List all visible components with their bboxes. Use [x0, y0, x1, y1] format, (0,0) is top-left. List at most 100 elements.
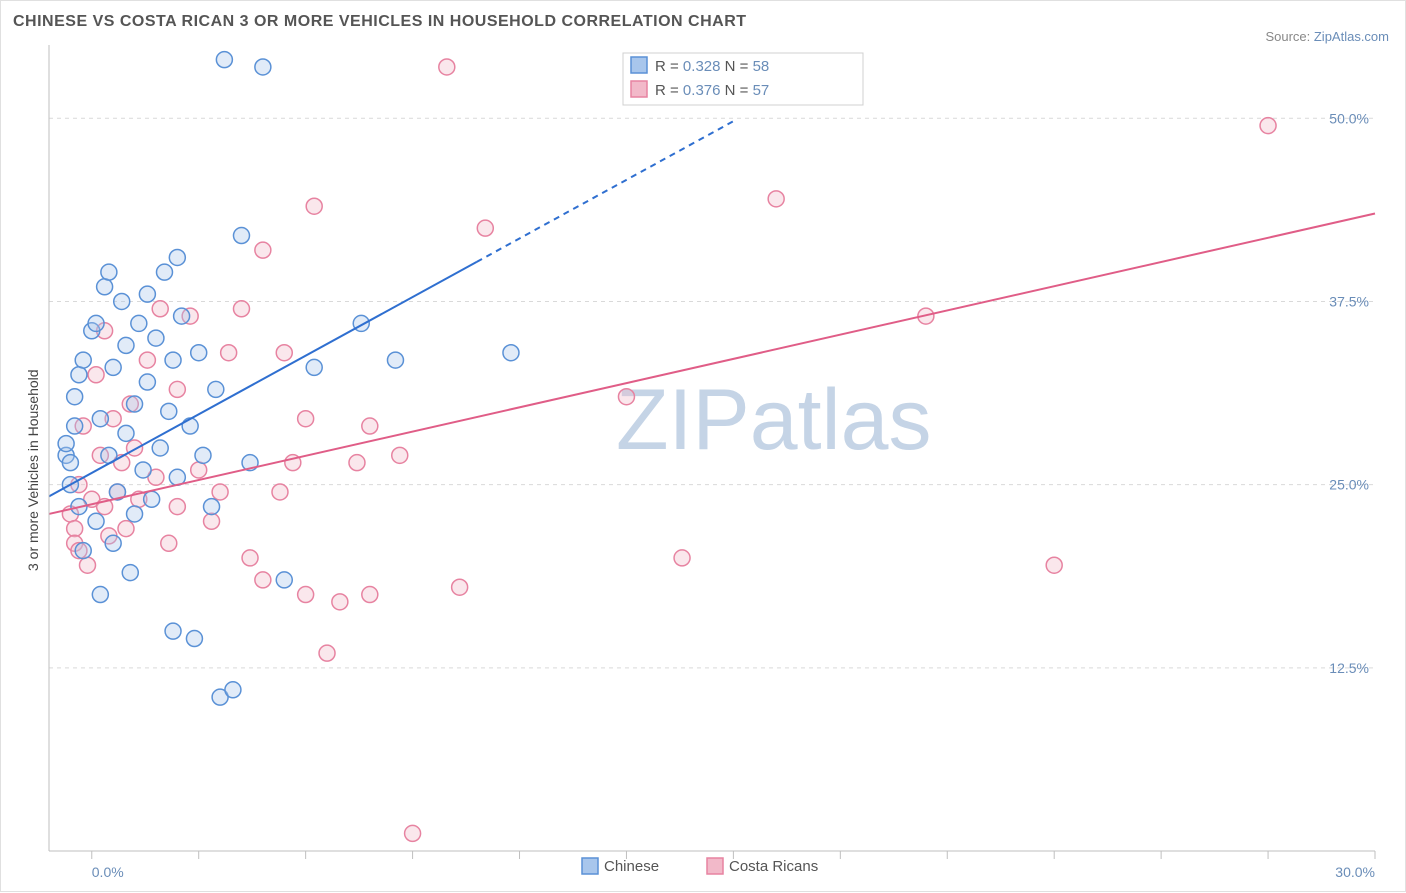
costarican-point [161, 535, 177, 551]
x-tick-label: 0.0% [92, 864, 124, 880]
costarican-point [255, 242, 271, 258]
costarican-point [255, 572, 271, 588]
costarican-point [88, 367, 104, 383]
costarican-point [272, 484, 288, 500]
chinese-point [88, 513, 104, 529]
chinese-trend-line [49, 262, 477, 496]
chinese-point [114, 293, 130, 309]
costarican-point [477, 220, 493, 236]
costarican-point [349, 455, 365, 471]
costarican-point [221, 345, 237, 361]
x-tick-label: 30.0% [1335, 864, 1375, 880]
chinese-point [255, 59, 271, 75]
chinese-point [139, 374, 155, 390]
chinese-point [387, 352, 403, 368]
costarican-point [618, 389, 634, 405]
chinese-point [156, 264, 172, 280]
legend-swatch [707, 858, 723, 874]
chinese-point [127, 396, 143, 412]
chinese-point [216, 52, 232, 68]
y-tick-label: 37.5% [1329, 293, 1369, 309]
chinese-point [118, 337, 134, 353]
costarican-trend-line [49, 214, 1375, 514]
chinese-point [88, 315, 104, 331]
chinese-point [161, 403, 177, 419]
y-tick-label: 12.5% [1329, 660, 1369, 676]
chinese-point [101, 264, 117, 280]
chinese-point [71, 367, 87, 383]
costarican-point [79, 557, 95, 573]
chinese-point [75, 352, 91, 368]
costarican-point [362, 587, 378, 603]
chart-container: CHINESE VS COSTA RICAN 3 OR MORE VEHICLE… [0, 0, 1406, 892]
chinese-point [208, 381, 224, 397]
chinese-point [62, 455, 78, 471]
costarican-point [392, 447, 408, 463]
costarican-point [212, 484, 228, 500]
chinese-point [182, 418, 198, 434]
scatter-plot: 12.5% 25.0% 37.5% 50.0% 0.0% 30.0% R = 0.328 N… [1, 1, 1406, 893]
chinese-point [165, 623, 181, 639]
chinese-point [122, 565, 138, 581]
costarican-point [191, 462, 207, 478]
costarican-point [332, 594, 348, 610]
costarican-point [169, 499, 185, 515]
costarican-point [298, 411, 314, 427]
chinese-point [58, 436, 74, 452]
chinese-point [105, 535, 121, 551]
chinese-point [105, 359, 121, 375]
chinese-point [306, 359, 322, 375]
chinese-point [233, 228, 249, 244]
chinese-point [92, 587, 108, 603]
costarican-point [242, 550, 258, 566]
costarican-point [152, 301, 168, 317]
chinese-point [118, 425, 134, 441]
costarican-point [1046, 557, 1062, 573]
chinese-point [97, 279, 113, 295]
legend-stats: R = 0.328 N = 58 R = 0.376 N = 57 [623, 53, 863, 105]
chinese-point [67, 418, 83, 434]
chinese-trend-line-dashed [477, 121, 734, 262]
chinese-point [186, 631, 202, 647]
costarican-point [1260, 118, 1276, 134]
costarican-point [67, 521, 83, 537]
chinese-point [191, 345, 207, 361]
costarican-point [204, 513, 220, 529]
costarican-point [233, 301, 249, 317]
legend-stats-row: R = 0.376 N = 57 [655, 82, 769, 99]
chinese-point [144, 491, 160, 507]
costarican-point [768, 191, 784, 207]
chinese-point [131, 315, 147, 331]
costarican-point [306, 198, 322, 214]
y-tick-label: 25.0% [1329, 477, 1369, 493]
costarican-point [139, 352, 155, 368]
chinese-point [165, 352, 181, 368]
legend-series-label: Costa Ricans [729, 858, 818, 875]
y-tick-label: 50.0% [1329, 110, 1369, 126]
costarican-point [452, 579, 468, 595]
chinese-point [276, 572, 292, 588]
legend-stats-row: R = 0.328 N = 58 [655, 58, 769, 75]
chinese-point [225, 682, 241, 698]
chinese-point [204, 499, 220, 515]
chinese-point [75, 543, 91, 559]
chinese-point [503, 345, 519, 361]
legend-swatch [582, 858, 598, 874]
costarican-point [319, 645, 335, 661]
legend-series-label: Chinese [604, 858, 659, 875]
chinese-point [169, 249, 185, 265]
chinese-point [148, 330, 164, 346]
chinese-point [152, 440, 168, 456]
costarican-point [362, 418, 378, 434]
chinese-point [127, 506, 143, 522]
chinese-point [195, 447, 211, 463]
costarican-point [405, 825, 421, 841]
costarican-point [276, 345, 292, 361]
costarican-point [118, 521, 134, 537]
costarican-point [169, 381, 185, 397]
chinese-point [174, 308, 190, 324]
chinese-point [135, 462, 151, 478]
legend-swatch [631, 57, 647, 73]
chinese-point [139, 286, 155, 302]
legend-swatch [631, 81, 647, 97]
